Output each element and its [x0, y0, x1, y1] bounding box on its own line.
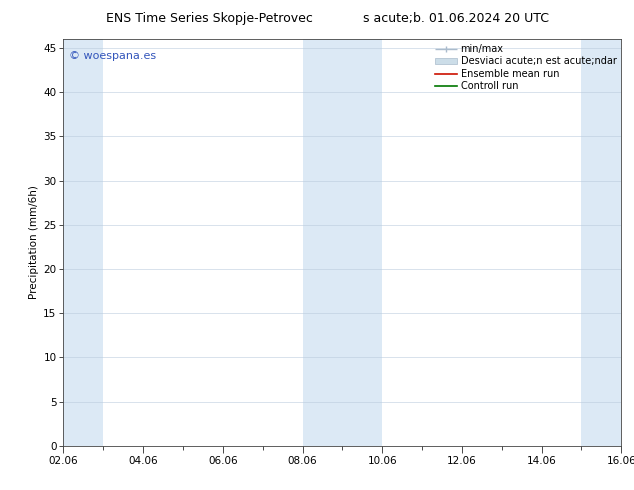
Bar: [61, 39, 103, 446]
Bar: [581, 39, 623, 446]
Text: © woespana.es: © woespana.es: [69, 51, 156, 61]
Y-axis label: Precipitation (mm/6h): Precipitation (mm/6h): [29, 186, 39, 299]
Text: ENS Time Series Skopje-Petrovec: ENS Time Series Skopje-Petrovec: [106, 12, 313, 25]
Legend: min/max, Desviaci acute;n est acute;ndar, Ensemble mean run, Controll run: min/max, Desviaci acute;n est acute;ndar…: [432, 41, 619, 94]
Bar: [302, 39, 382, 446]
Text: s acute;b. 01.06.2024 20 UTC: s acute;b. 01.06.2024 20 UTC: [363, 12, 550, 25]
